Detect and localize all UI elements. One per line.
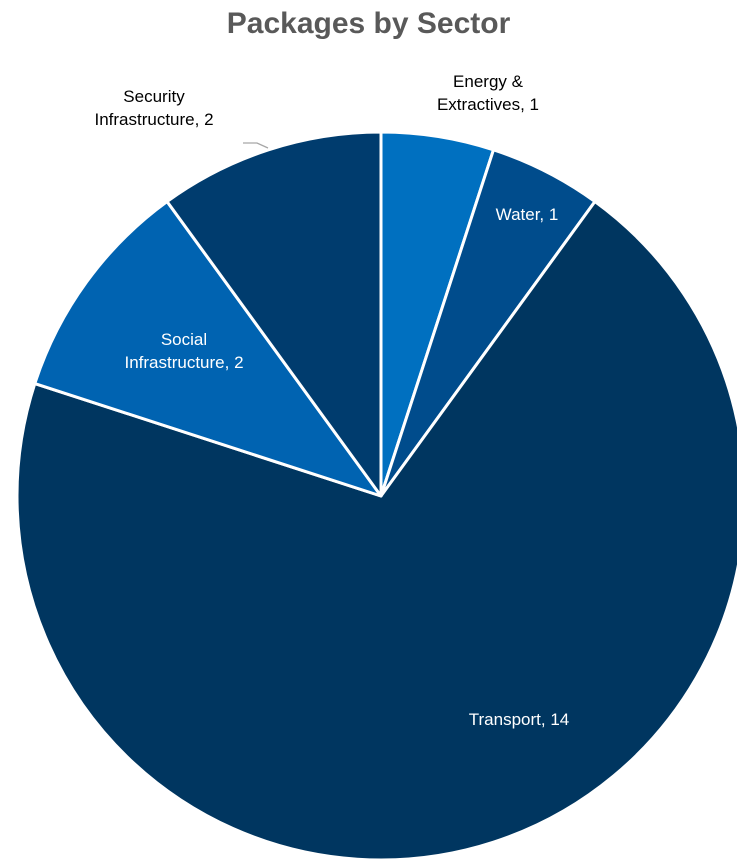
slice-label-water: Water, 1 — [496, 205, 559, 224]
chart-title: Packages by Sector — [226, 7, 511, 40]
pie-slice-social-infrastructure — [33, 200, 383, 498]
leader-line-security-infrastructure — [243, 142, 269, 149]
slice-label-energy-extractives: Energy & Extractives, 1 — [437, 72, 539, 114]
pie-slice-transport — [15, 200, 737, 862]
pie-slice-security-infrastructure — [165, 130, 383, 498]
slice-label-transport: Transport, 14 — [469, 710, 569, 729]
slice-labels: Energy & Extractives, 1 Water, 1 Transport,… — [94, 72, 569, 729]
slice-label-security-infrastructure: Security Infrastructure, 2 — [94, 87, 213, 129]
slice-label-social-infrastructure: Social Infrastructure, 2 — [124, 330, 243, 372]
leader-lines — [243, 142, 269, 149]
pie-slices — [15, 130, 737, 862]
